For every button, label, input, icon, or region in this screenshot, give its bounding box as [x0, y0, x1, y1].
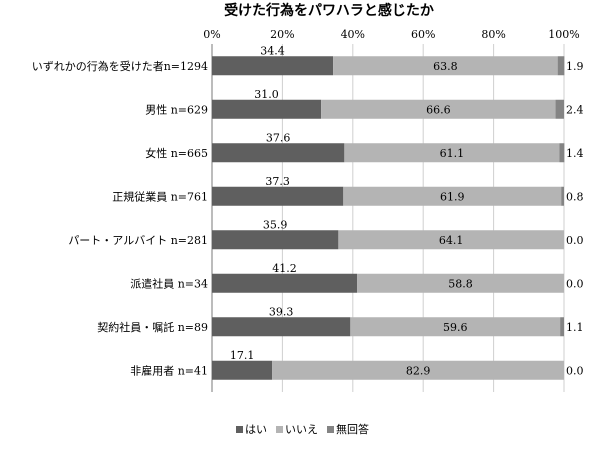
category-label: 契約社員・嘱託 n=89 — [97, 320, 208, 334]
x-tick-labels: 0% 20% 40% 60% 80% 100% — [203, 28, 579, 41]
x-tick-label: 0% — [203, 28, 220, 41]
bars — [212, 56, 565, 380]
data-label: 0.0 — [566, 364, 584, 377]
x-tick-label: 60% — [411, 28, 435, 41]
bar-segment — [555, 99, 564, 119]
x-tick-label: 20% — [270, 28, 294, 41]
data-label: 39.3 — [269, 305, 294, 318]
data-label: 2.4 — [566, 103, 584, 116]
x-tick-label: 100% — [548, 28, 579, 41]
data-label: 31.0 — [254, 88, 279, 101]
bar-segment — [212, 186, 344, 206]
bar-segment — [212, 273, 358, 293]
bar-segment — [350, 317, 561, 337]
data-label: 37.6 — [266, 131, 291, 144]
x-tick-label: 40% — [341, 28, 365, 41]
chart-title: 受けた行為をパワハラと感じたか — [224, 2, 434, 19]
legend-swatch — [236, 426, 243, 433]
data-label: 17.1 — [230, 349, 255, 362]
bar-segment — [559, 143, 565, 163]
legend-swatch — [327, 426, 334, 433]
bar-segment — [333, 56, 558, 76]
legend-swatch — [276, 426, 283, 433]
category-label: 女性 n=665 — [145, 146, 208, 160]
bar-segment — [212, 143, 345, 163]
bar-segment — [357, 273, 564, 293]
category-label: 非雇用者 n=41 — [130, 363, 208, 377]
data-label: 37.3 — [265, 175, 290, 188]
bar-segment — [212, 360, 273, 380]
category-labels: いずれかの行為を受けた者n=1294 男性 n=629 女性 n=665 正規従業員 … — [32, 59, 208, 378]
data-label: 59.6 — [443, 321, 468, 334]
bar-segment — [557, 56, 565, 76]
data-label: 66.6 — [426, 103, 451, 116]
legend: はい いいえ 無回答 — [236, 422, 369, 436]
bar-segment — [343, 186, 562, 206]
data-labels: 34.4 63.8 1.9 31.0 66.6 2.4 37.6 61.1 1.4 37.3 61.… — [230, 44, 584, 377]
bar-segment — [561, 186, 564, 206]
data-label: 82.9 — [406, 364, 431, 377]
legend-label: 無回答 — [336, 422, 369, 436]
data-label: 1.9 — [566, 60, 584, 73]
data-label: 61.9 — [440, 190, 465, 203]
data-label: 58.8 — [448, 277, 473, 290]
category-label: 男性 n=629 — [145, 102, 208, 116]
data-label: 1.4 — [566, 147, 584, 160]
data-label: 63.8 — [433, 60, 458, 73]
bar-segment — [338, 230, 564, 250]
data-label: 64.1 — [439, 234, 464, 247]
data-label: 34.4 — [260, 44, 285, 57]
data-label: 61.1 — [440, 147, 465, 160]
bar-segment — [272, 360, 564, 380]
data-label: 0.8 — [566, 190, 584, 203]
bar-segment — [212, 56, 334, 76]
category-label: 正規従業員 n=761 — [112, 189, 208, 203]
data-label: 41.2 — [272, 262, 297, 275]
data-label: 1.1 — [566, 321, 584, 334]
data-label: 0.0 — [566, 277, 584, 290]
category-label: 派遣社員 n=34 — [130, 276, 208, 290]
data-label: 0.0 — [566, 234, 584, 247]
bar-segment — [321, 99, 556, 119]
bar-segment — [212, 99, 322, 119]
bar-segment — [212, 230, 339, 250]
bar-segment — [344, 143, 560, 163]
bar-segment — [560, 317, 564, 337]
x-tick-label: 80% — [481, 28, 505, 41]
category-label: いずれかの行為を受けた者n=1294 — [32, 59, 208, 73]
data-label: 35.9 — [263, 218, 288, 231]
category-label: パート・アルバイト n=281 — [68, 234, 208, 247]
legend-label: はい — [245, 423, 267, 436]
legend-label: いいえ — [285, 423, 318, 436]
bar-segment — [212, 317, 351, 337]
